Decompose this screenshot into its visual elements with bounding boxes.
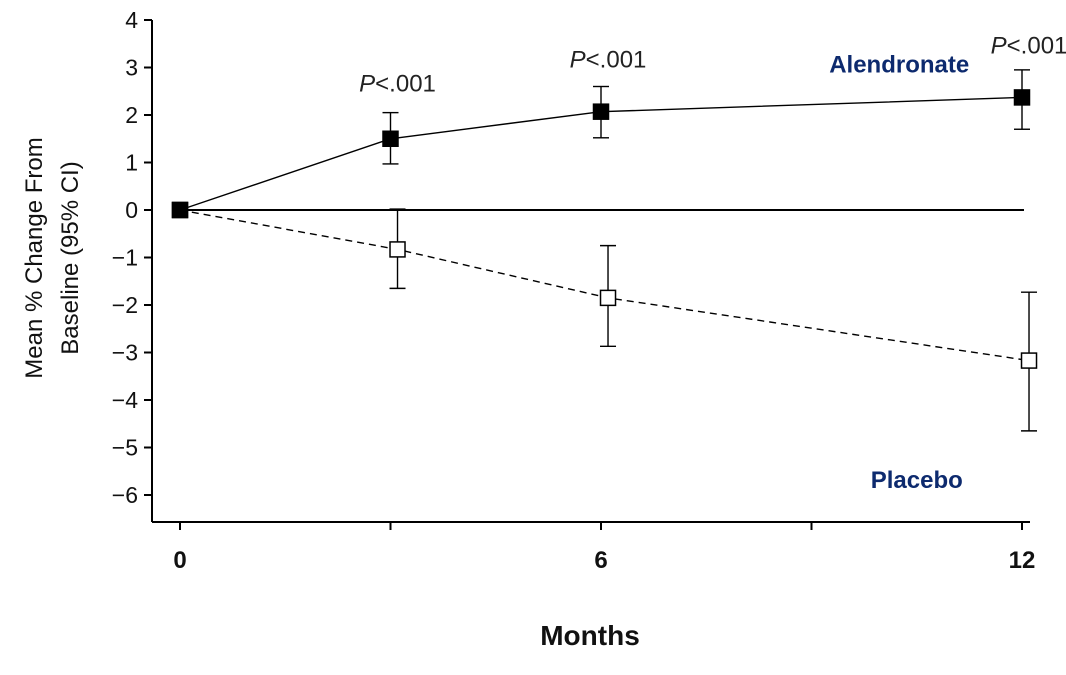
y-tick-label: −6 xyxy=(112,482,138,508)
placebo-series-line xyxy=(179,209,1030,362)
p-value-annotation: P<.001 xyxy=(991,32,1066,59)
alendronate-point xyxy=(592,103,610,120)
alendronate-series-label: Alendronate xyxy=(829,51,969,78)
p-value-annotation: P<.001 xyxy=(570,47,647,74)
x-axis-title: Months xyxy=(540,620,640,651)
y-tick-label: 2 xyxy=(125,102,138,128)
y-tick-label: −2 xyxy=(112,292,138,318)
placebo-point xyxy=(389,241,406,258)
x-tick-label: 0 xyxy=(173,547,186,574)
p-value-annotation: P<.001 xyxy=(359,70,436,97)
y-tick-label: −1 xyxy=(112,245,138,271)
y-tick-label: 3 xyxy=(125,55,138,81)
plot-area: 4 3 2 1 0 −1 −2 −3 −4 −5 −6 0 6 12 Alendronate Placebo P… xyxy=(112,7,1066,574)
alendronate-point xyxy=(1013,89,1031,106)
y-tick-label: −4 xyxy=(112,387,138,413)
placebo-point xyxy=(1020,352,1038,369)
x-tick-label: 6 xyxy=(594,547,607,574)
y-tick-label: −5 xyxy=(112,435,138,461)
placebo-point xyxy=(171,201,189,219)
alendronate-series-line xyxy=(179,96,1023,211)
y-tick-label: 1 xyxy=(125,150,138,176)
y-tick-label: 0 xyxy=(125,197,138,223)
placebo-series-label: Placebo xyxy=(871,467,963,494)
placebo-point xyxy=(599,289,617,307)
y-tick-label: 4 xyxy=(125,7,138,33)
y-axis-title-line1: Mean % Change From xyxy=(21,137,48,378)
y-tick-label: −3 xyxy=(112,340,138,366)
alendronate-point xyxy=(382,130,399,147)
x-tick-label: 12 xyxy=(1009,547,1036,574)
y-axis-title-line2: Baseline (95% CI) xyxy=(57,161,84,354)
